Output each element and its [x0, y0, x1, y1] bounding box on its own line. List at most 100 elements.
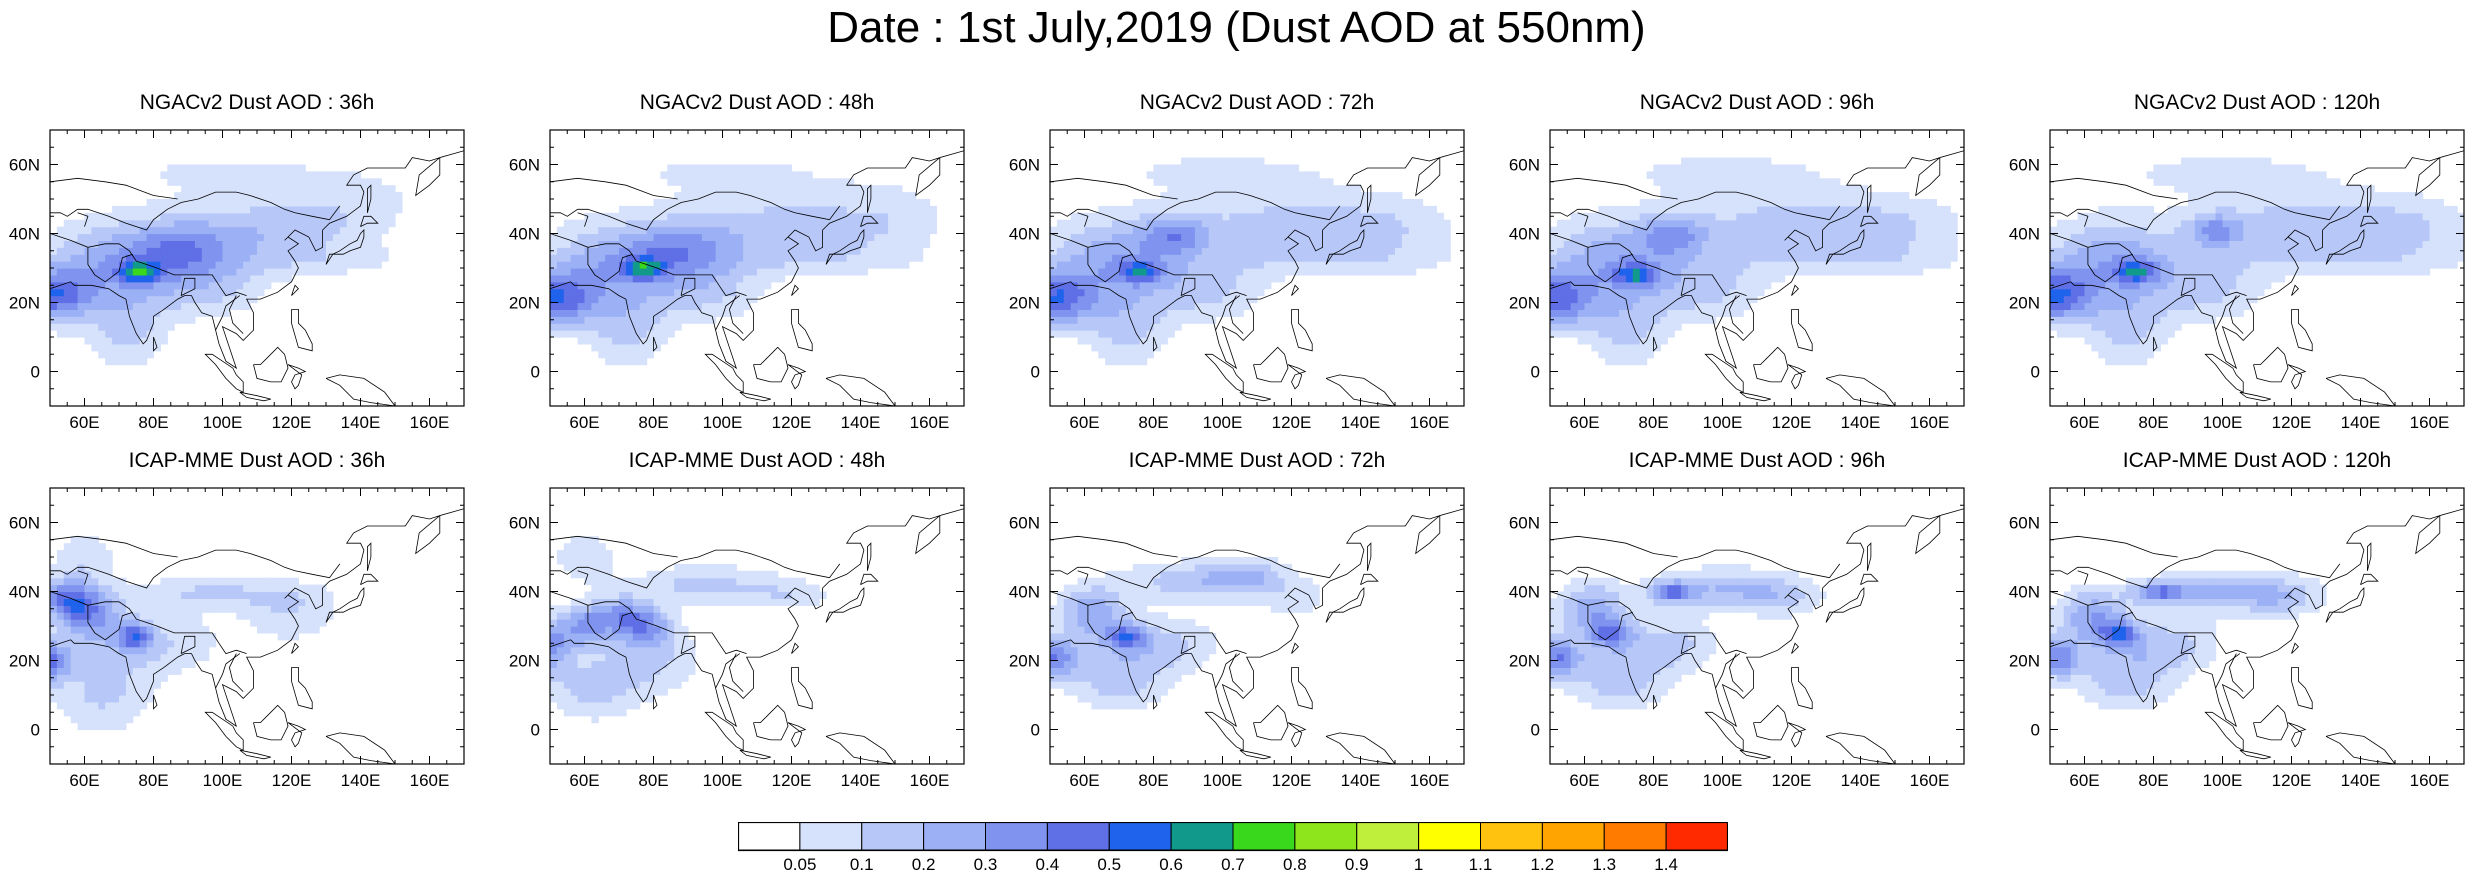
aod-cell: [556, 268, 565, 276]
aod-cell: [1257, 226, 1265, 235]
aod-cell: [653, 240, 661, 248]
aod-cell: [284, 226, 293, 235]
aod-cell: [1181, 240, 1189, 248]
aod-cell: [381, 192, 389, 200]
aod-cell: [84, 240, 92, 248]
aod-cell: [250, 219, 258, 228]
x-tick-label: 140E: [1341, 413, 1381, 432]
aod-cell: [1715, 205, 1724, 214]
aod-cell: [1250, 185, 1258, 193]
aod-cell: [577, 226, 586, 235]
aod-cell: [605, 330, 613, 338]
aod-cell: [1908, 268, 1917, 276]
aod-cell: [770, 164, 779, 172]
aod-cell: [2194, 157, 2203, 166]
figure-title: Date : 1st July,2019 (Dust AOD at 550nm): [827, 3, 1646, 52]
aod-cell: [770, 254, 779, 262]
aod-cell: [639, 295, 648, 304]
aod-cell: [2174, 268, 2182, 276]
aod-cell: [1167, 274, 1175, 283]
aod-cell: [2063, 316, 2072, 324]
aod-cell: [1277, 178, 1286, 186]
aod-cell: [188, 219, 196, 228]
aod-cell: [750, 199, 758, 207]
aod-cell: [1381, 233, 1389, 241]
aod-cell: [1222, 295, 1230, 304]
aod-cell: [2063, 233, 2072, 241]
aod-cell: [646, 212, 655, 221]
aod-cell: [1367, 233, 1375, 241]
aod-cell: [1181, 309, 1189, 317]
aod-cell: [1208, 226, 1217, 235]
aod-cell: [895, 240, 903, 248]
aod-cell: [312, 226, 320, 235]
aod-cell: [791, 205, 799, 214]
aod-cell: [312, 171, 320, 179]
aod-cell: [1660, 247, 1668, 255]
aod-cell: [215, 254, 224, 262]
aod-cell: [1722, 268, 1730, 276]
aod-cell: [236, 219, 244, 228]
aod-cell: [125, 233, 134, 241]
aod-cell: [722, 178, 730, 186]
aod-cell: [50, 323, 58, 331]
aod-cell: [2188, 261, 2196, 269]
aod-cell: [1153, 288, 1161, 297]
aod-cell: [388, 199, 396, 207]
aod-cell: [874, 226, 882, 235]
aod-cell: [1867, 233, 1875, 241]
aod-cell: [2167, 288, 2175, 297]
aod-cell: [2112, 261, 2120, 269]
aod-cell: [1063, 316, 1072, 324]
aod-cell: [591, 288, 599, 297]
aod-cell: [2194, 164, 2203, 172]
aod-cell: [1812, 233, 1820, 241]
aod-cell: [888, 226, 896, 235]
aod-cell: [688, 219, 696, 228]
aod-cell: [722, 226, 730, 235]
aod-cell: [1777, 185, 1786, 193]
aod-cell: [1674, 261, 1682, 269]
aod-cell: [1915, 205, 1924, 214]
aod-cell: [2201, 309, 2210, 317]
aod-cell: [563, 219, 572, 228]
aod-cell: [215, 219, 224, 228]
aod-cell: [139, 295, 148, 304]
aod-cell: [70, 274, 79, 283]
aod-cell: [1284, 226, 1293, 235]
aod-cell: [2201, 164, 2210, 172]
aod-cell: [1098, 302, 1106, 310]
aod-cell: [208, 205, 217, 214]
aod-cell: [1694, 178, 1703, 186]
aod-cell: [1132, 337, 1141, 345]
aod-cell: [298, 240, 306, 248]
coastline: [1360, 215, 1379, 227]
aod-cell: [1277, 226, 1286, 235]
aod-cell: [2208, 268, 2217, 276]
aod-cell: [174, 316, 182, 324]
aod-cell: [777, 233, 786, 241]
aod-cell: [619, 274, 627, 283]
aod-cell: [701, 281, 710, 290]
aod-cell: [1153, 205, 1161, 214]
aod-cell: [1105, 316, 1113, 324]
aod-cell: [1194, 254, 1203, 262]
aod-cell: [2201, 274, 2210, 283]
aod-cell: [360, 185, 368, 193]
aod-cell: [1181, 212, 1189, 221]
aod-cell: [2132, 205, 2141, 214]
aod-cell: [153, 247, 161, 255]
aod-cell: [708, 164, 717, 172]
aod-cell: [770, 199, 779, 207]
aod-cell: [1077, 295, 1086, 304]
aod-cell: [570, 247, 579, 255]
aod-cell: [556, 247, 565, 255]
aod-cell: [1660, 164, 1668, 172]
aod-cell: [146, 281, 155, 290]
aod-cell: [153, 316, 161, 324]
aod-cell: [1050, 254, 1058, 262]
coastline: [550, 191, 841, 231]
aod-cell: [1784, 199, 1793, 207]
aod-cell: [1401, 268, 1410, 276]
aod-cell: [750, 171, 758, 179]
